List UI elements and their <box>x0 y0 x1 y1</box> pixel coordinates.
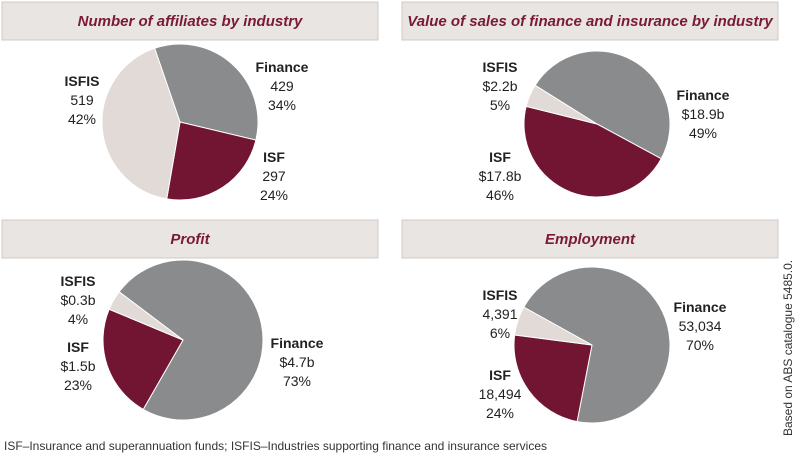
slice-percent: 42% <box>68 111 96 127</box>
slice-amount: $0.3b <box>60 292 95 308</box>
slice-amount: 297 <box>262 168 286 184</box>
slice-name: ISFIS <box>482 59 517 75</box>
chart-title: Value of sales of finance and insurance … <box>407 13 773 30</box>
pie-slice <box>523 105 662 198</box>
slice-amount: 519 <box>70 92 94 108</box>
slice-name: Finance <box>256 59 309 75</box>
slice-name: ISFIS <box>60 273 95 289</box>
slice-percent: 6% <box>490 325 510 341</box>
pie-slice <box>166 121 257 201</box>
pie-slice <box>525 84 598 125</box>
slice-name: ISF <box>263 149 285 165</box>
slice-amount: 18,494 <box>479 386 522 402</box>
slice-percent: 34% <box>268 97 296 113</box>
slice-percent: 5% <box>490 97 510 113</box>
slice-amount: $4.7b <box>279 354 314 370</box>
slice-name: Finance <box>674 299 727 315</box>
source-note: Based on ABS catalogue 5485.0. <box>781 260 795 436</box>
slice-amount: $17.8b <box>479 168 522 184</box>
slice-name: ISF <box>67 339 89 355</box>
slice-percent: 70% <box>686 337 714 353</box>
slice-name: ISFIS <box>482 287 517 303</box>
slice-amount: 429 <box>270 78 294 94</box>
chart-title: Profit <box>170 231 210 248</box>
slice-percent: 46% <box>486 187 514 203</box>
pie-slice <box>513 334 593 423</box>
slice-amount: $18.9b <box>682 106 725 122</box>
pie-slice <box>118 259 264 421</box>
slice-percent: 24% <box>260 187 288 203</box>
slice-percent: 23% <box>64 377 92 393</box>
panel-header <box>1 1 379 41</box>
panel-header <box>401 219 779 259</box>
slice-name: ISF <box>489 149 511 165</box>
pie-slice <box>101 47 181 200</box>
slice-percent: 49% <box>689 125 717 141</box>
slice-percent: 73% <box>283 373 311 389</box>
chart-title: Employment <box>545 231 636 248</box>
slice-name: Finance <box>677 87 730 103</box>
slice-amount: $1.5b <box>60 358 95 374</box>
slice-percent: 4% <box>68 311 88 327</box>
pie-slice <box>102 308 184 411</box>
footnote: ISF–Insurance and superannuation funds; … <box>4 439 547 453</box>
pie-slice <box>534 50 671 160</box>
slice-amount: 53,034 <box>679 318 722 334</box>
slice-name: Finance <box>271 335 324 351</box>
slice-amount: 4,391 <box>482 306 517 322</box>
chart-title: Number of affiliates by industry <box>78 13 303 30</box>
pie-slice <box>523 266 671 424</box>
pie-slice <box>153 43 259 141</box>
pie-slice <box>108 291 184 341</box>
slice-amount: $2.2b <box>482 78 517 94</box>
slice-percent: 24% <box>486 405 514 421</box>
slice-name: ISFIS <box>64 73 99 89</box>
slice-name: ISF <box>489 367 511 383</box>
pie-slice <box>514 306 593 346</box>
panel-header <box>401 1 779 41</box>
panel-header <box>1 219 379 259</box>
